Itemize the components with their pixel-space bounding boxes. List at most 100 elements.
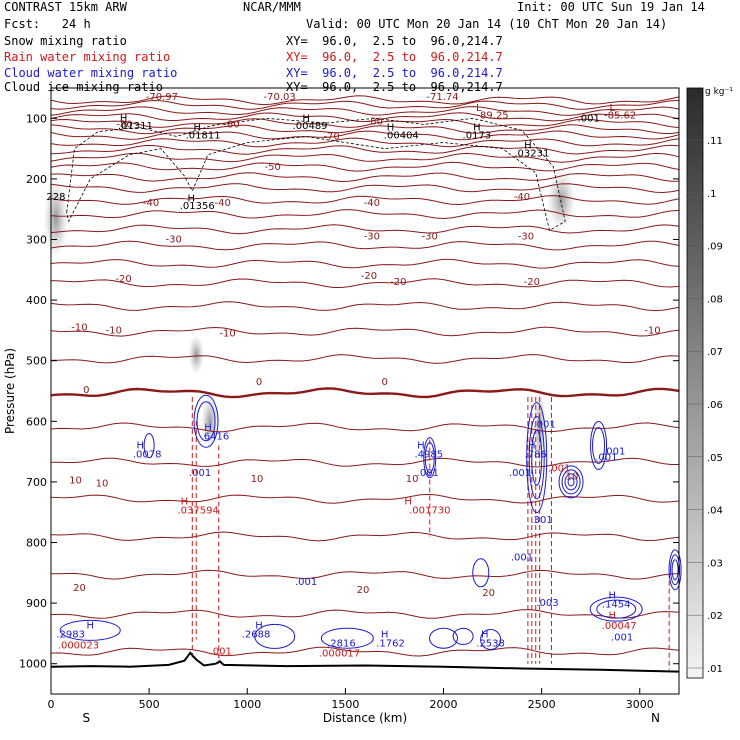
cloud-water-contour [531,429,543,486]
cloud-water-contour [472,558,490,588]
isotherm-label: 10 [251,474,264,485]
cloud-water-contour [558,465,584,499]
isotherm-line [50,354,680,364]
field-name-cloud-water: Cloud water mixing ratio [4,66,178,80]
model-title: CONTRAST 15km ARW [4,0,127,14]
snow-shading-region [200,395,219,448]
isotherm-line [50,130,680,141]
isotherm-line [50,387,680,399]
extremum-marker: H [381,630,389,641]
field-name-rain: Rain water mixing ratio [4,50,171,64]
extremum-marker: H [473,122,481,133]
cloud-water-max-label: .1762 [376,639,405,650]
cloud-water-contour [59,619,121,641]
x-tick-label: 0 [48,698,55,711]
isotherm-label: -80 [116,119,132,130]
extremum-marker: H [524,141,532,152]
isotherm-label: -50 [265,162,281,173]
cloud-water-contour [528,415,545,500]
cloud-water-contour [564,473,578,491]
isotherm-line [50,531,680,542]
isotherm-label: -10 [644,325,660,336]
isotherm-label: -10 [71,322,87,333]
x-tick-label: 500 [139,698,160,711]
colorbar-tick-label: .11 [707,136,723,147]
extremum-marker: H [193,122,201,133]
extremum-marker: H [86,621,94,632]
isotherm-label: -20 [361,271,377,282]
isotherm-line [50,493,680,504]
rain-contour-layer [191,397,670,670]
colorbar-tick-label: .03 [707,558,723,569]
extremum-marker: H [137,441,145,452]
cloud-water-max-label: .001 [295,577,317,588]
isotherm-label: -40 [143,198,159,209]
x-tick-label: 1500 [331,698,359,711]
cloud-ice-max-label: .01356 [180,201,215,212]
extremum-marker: H [481,630,489,641]
y-tick-label: 700 [26,476,47,489]
colorbar-tick-label: .01 [707,664,723,675]
extremum-marker: L [476,103,482,114]
extremum-marker: H [255,621,263,632]
isotherm-line [50,112,680,123]
snow-shading-region [43,178,68,259]
cloud-water-max-label: .2538 [476,639,505,650]
cloud-ice-contour-layer [66,117,566,232]
axes-layer: 0 500 1000 1500 2000 2500 30001002003004005006… [3,112,679,725]
cloud-water-max-label: .1454 [602,599,631,610]
cloud-ice-max-label: .01311 [118,121,153,132]
cloud-water-contour [254,623,296,649]
y-tick-label: 900 [26,597,47,610]
isotherm-label: -70.97 [146,92,178,103]
cloud-water-max-label: .001 [595,453,617,464]
snow-shading-region [547,170,576,231]
isotherm-label: 0 [381,377,387,388]
isotherm-line [50,124,680,135]
isotherm-label: -70 [323,132,339,143]
cloud-water-max-label: .001 [189,468,211,479]
isotherm-line [50,646,680,657]
colorbar-tick-label: .07 [707,347,723,358]
isotherm-line [50,137,680,148]
snow-shading-region [533,387,546,468]
cloud-ice-contour [66,117,566,232]
cloud-ice-max-label: 228 [46,192,65,203]
isotherm-line [50,301,680,312]
isotherm-line [50,152,680,163]
x-tick-label: 1000 [233,698,261,711]
colorbar-tick-label: .1 [707,189,717,200]
extremum-marker: H [204,422,212,433]
isotherm-line [50,118,680,129]
contour-label-layer: -70.97 -70.03 -71.74 -85.62 -89.25 -80 -80 -80 -… [46,92,660,659]
isotherm-label: -20 [390,277,406,288]
extremum-marker: L [609,103,615,114]
cloud-water-max-label: .2688 [242,630,271,641]
isotherm-label: -20 [115,274,131,285]
cloud-water-max-label: .301 [530,515,552,526]
rain-max-label: .001 [548,464,570,475]
cloud-water-contour [590,421,608,471]
isotherm-label: -71.74 [426,92,458,103]
x-axis-title: Distance (km) [323,711,407,725]
isotherm-label: -10 [219,328,235,339]
cloud-water-max-label: .001 [533,419,555,430]
isotherm-line [50,224,680,235]
temperature-contour-layer [50,95,680,657]
isotherm-line [50,326,680,337]
colorbar-tick-label: .02 [707,611,723,622]
colorbar-tick-label: .09 [707,242,723,253]
cloud-water-max-label: .001 [611,633,633,644]
cloud-ice-max-label: .01811 [186,130,221,141]
cloud-water-max-label: .6416 [201,431,230,442]
rain-max-label: .000023 [58,641,99,652]
isotherm-label: 10 [69,476,82,487]
isotherm-label: -89.25 [476,110,508,121]
cloud-water-contour [526,402,548,514]
cloud-water-contour [567,477,575,487]
isotherm-label: 20 [482,588,495,599]
x-tick-label: 2500 [528,698,556,711]
valid-time: Valid: 00 UTC Mon 20 Jan 14 (10 ChT Mon … [306,17,668,31]
extremum-marker: H [188,193,196,204]
